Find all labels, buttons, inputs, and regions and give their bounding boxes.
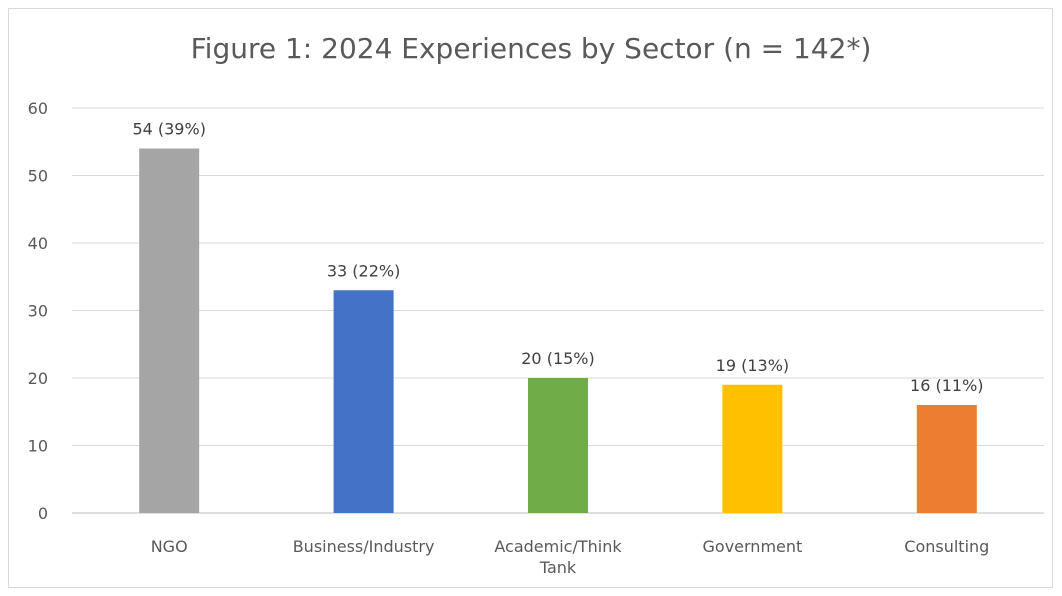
y-tick-label: 10	[28, 437, 48, 456]
data-labels: 54 (39%) 33 (22%) 20 (15%) 19 (13%) 16 (11%)	[132, 120, 983, 396]
x-tick-label: Government	[703, 537, 803, 556]
bar-government	[722, 384, 783, 513]
data-label: 16 (11%)	[910, 376, 984, 395]
y-tick-label: 30	[28, 302, 48, 321]
gridlines	[72, 107, 1044, 514]
chart-title: Figure 1: 2024 Experiences by Sector (n …	[191, 32, 872, 65]
x-axis-categories: NGO Business/Industry Academic/Think Tank Go…	[151, 537, 990, 577]
bar-consulting	[916, 405, 977, 513]
y-tick-label: 50	[28, 167, 48, 186]
data-label: 33 (22%)	[327, 261, 401, 280]
x-tick-label: Business/Industry	[293, 537, 435, 556]
y-tick-label: 0	[38, 504, 48, 523]
bar-ngo	[139, 148, 200, 513]
y-axis-ticks: 0 10 20 30 40 50 60	[28, 99, 48, 523]
data-label: 19 (13%)	[716, 356, 790, 375]
y-tick-label: 40	[28, 234, 48, 253]
y-tick-label: 60	[28, 99, 48, 118]
data-label: 20 (15%)	[521, 349, 595, 368]
bars	[139, 148, 977, 513]
x-tick-label: NGO	[151, 537, 188, 556]
data-label: 54 (39%)	[132, 120, 206, 139]
x-tick-label: Consulting	[904, 537, 989, 556]
y-tick-label: 20	[28, 369, 48, 388]
bar-business-industry	[333, 290, 394, 513]
bar-academic-think-tank	[528, 378, 588, 513]
x-tick-label: Academic/Think Tank	[494, 537, 622, 577]
